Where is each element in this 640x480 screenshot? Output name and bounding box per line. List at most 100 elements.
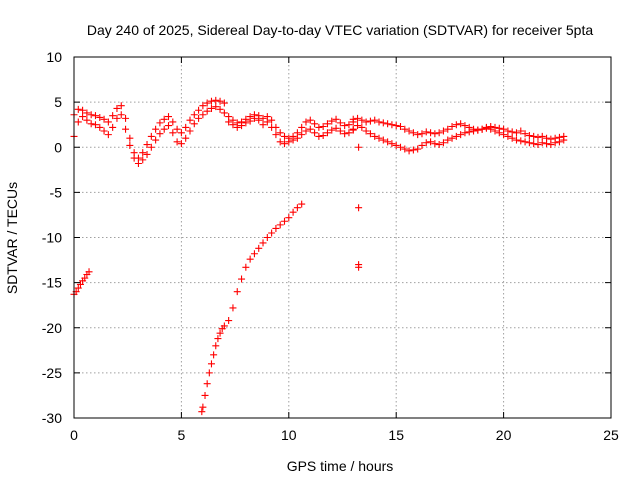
data-point (177, 129, 185, 137)
data-point (332, 124, 340, 132)
data-point (355, 263, 363, 271)
data-point (113, 114, 121, 122)
data-point (182, 123, 190, 131)
data-point (355, 204, 363, 212)
data-point (276, 138, 284, 146)
data-point (156, 130, 164, 138)
data-point (139, 149, 147, 157)
data-point (323, 120, 331, 128)
data-point (504, 132, 512, 140)
y-tick-label: -30 (42, 410, 62, 426)
y-axis-label: SDTVAR / TECUs (4, 182, 20, 294)
data-point (173, 138, 181, 146)
data-point (448, 122, 456, 130)
data-point (242, 119, 250, 127)
data-point (76, 280, 84, 288)
data-point (534, 141, 542, 149)
data-point (169, 129, 177, 137)
data-point (336, 119, 344, 127)
data-point (435, 141, 443, 149)
data-point (345, 129, 353, 137)
data-point (229, 121, 237, 129)
data-point (375, 118, 383, 126)
data-point (354, 122, 362, 130)
data-point (87, 120, 95, 128)
data-point (156, 119, 164, 127)
data-point (358, 123, 366, 131)
series-track-upper-d (349, 122, 568, 155)
data-point (165, 122, 173, 130)
data-point (306, 125, 314, 133)
y-tick-label: -10 (42, 230, 62, 246)
data-point (289, 136, 297, 144)
data-point (293, 134, 301, 142)
y-tick-label: 10 (46, 49, 62, 65)
data-point (100, 127, 108, 135)
data-point (152, 125, 160, 133)
data-point (482, 124, 490, 132)
data-point (336, 127, 344, 135)
data-point (384, 120, 392, 128)
data-point (268, 116, 276, 124)
y-tick-label: 0 (54, 139, 62, 155)
data-point (401, 145, 409, 153)
data-point (122, 114, 130, 122)
data-point (109, 123, 117, 131)
data-point (538, 139, 546, 147)
data-point (79, 113, 87, 121)
data-point (259, 239, 267, 247)
data-point (311, 120, 319, 128)
data-point (147, 132, 155, 140)
data-point (79, 106, 87, 114)
data-point (444, 125, 452, 133)
data-point (198, 408, 206, 416)
data-point (195, 114, 203, 122)
data-point (349, 115, 357, 123)
data-point (238, 275, 246, 283)
data-point (414, 131, 422, 139)
data-point (160, 115, 168, 123)
data-point (349, 125, 357, 133)
data-point (315, 132, 323, 140)
data-point (272, 131, 280, 139)
data-point (341, 122, 349, 130)
data-point (311, 129, 319, 137)
data-point (491, 127, 499, 135)
data-point (285, 214, 293, 222)
data-point (302, 118, 310, 126)
data-point (379, 136, 387, 144)
data-point (199, 111, 207, 119)
data-point (495, 129, 503, 137)
data-point (388, 121, 396, 129)
data-point (543, 140, 551, 148)
data-point (246, 117, 254, 125)
data-point (422, 139, 430, 147)
data-point (315, 123, 323, 131)
data-point (362, 118, 370, 126)
data-point (96, 113, 104, 121)
data-point (461, 129, 469, 137)
data-point (465, 128, 473, 136)
data-point (508, 134, 516, 142)
data-point (229, 304, 237, 312)
data-point (212, 96, 220, 104)
data-point (255, 116, 263, 124)
data-point (401, 125, 409, 133)
data-point (281, 132, 289, 140)
data-point (74, 118, 82, 126)
data-point (418, 130, 426, 138)
data-point (165, 113, 173, 121)
data-point (379, 119, 387, 127)
data-point (83, 109, 91, 117)
data-point (281, 140, 289, 148)
data-point (91, 121, 99, 129)
data-point (268, 229, 276, 237)
data-point (87, 111, 95, 119)
data-point (358, 116, 366, 124)
chart-title: Day 240 of 2025, Sidereal Day-to-day VTE… (87, 22, 594, 38)
data-point (250, 114, 258, 122)
data-point (500, 131, 508, 139)
data-point (91, 112, 99, 120)
data-point (143, 141, 151, 149)
